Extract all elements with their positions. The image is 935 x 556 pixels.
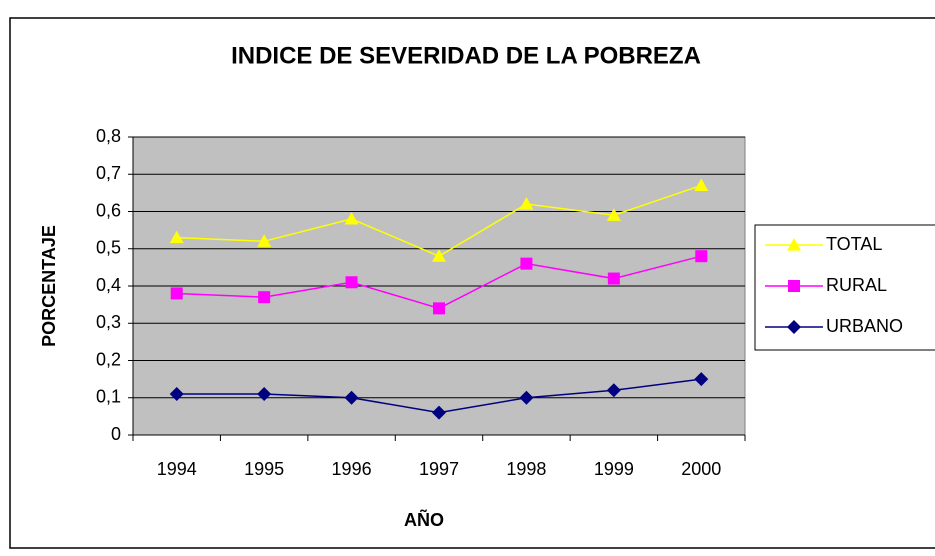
y-tick-label: 0,3	[96, 312, 121, 332]
marker	[787, 238, 801, 251]
marker	[432, 249, 446, 262]
y-tick-label: 0,6	[96, 200, 121, 220]
legend-label: URBANO	[826, 316, 903, 336]
legend-box	[754, 224, 935, 351]
y-tick-label: 0,5	[96, 238, 121, 258]
x-axis-label: AÑO	[404, 509, 444, 530]
x-tick-label: 2000	[681, 459, 721, 479]
marker	[169, 387, 184, 402]
marker	[257, 387, 272, 402]
legend-label: TOTAL	[826, 234, 882, 254]
marker	[520, 257, 533, 270]
marker	[787, 320, 801, 334]
marker	[519, 197, 534, 210]
marker	[606, 383, 621, 398]
marker	[607, 272, 620, 285]
x-tick-label: 1999	[594, 459, 634, 479]
chart-title: INDICE DE SEVERIDAD DE LA POBREZA	[231, 42, 701, 69]
marker	[433, 302, 445, 315]
marker	[258, 291, 271, 304]
marker	[694, 372, 709, 387]
x-tick-label: 1994	[157, 459, 197, 479]
marker	[695, 250, 708, 263]
y-axis-label: PORCENTAJE	[39, 225, 59, 347]
y-tick-label: 0,8	[96, 126, 121, 146]
marker	[519, 390, 534, 405]
y-tick-label: 0,7	[96, 163, 121, 183]
legend-label: RURAL	[826, 275, 887, 295]
marker	[170, 287, 183, 300]
y-tick-label: 0,1	[96, 387, 121, 407]
marker	[694, 178, 709, 192]
x-tick-label: 1998	[506, 459, 546, 479]
x-tick-label: 1997	[419, 459, 459, 479]
marker	[257, 234, 272, 247]
y-tick-label: 0,2	[96, 349, 121, 369]
marker	[432, 405, 446, 420]
marker	[788, 280, 800, 292]
marker	[169, 230, 184, 244]
marker	[606, 208, 621, 221]
marker	[344, 211, 359, 225]
x-tick-label: 1996	[332, 459, 372, 479]
y-tick-label: 0	[111, 424, 121, 444]
marker	[345, 276, 358, 289]
marker	[344, 390, 359, 405]
x-tick-label: 1995	[244, 459, 284, 479]
y-tick-label: 0,4	[96, 275, 121, 295]
